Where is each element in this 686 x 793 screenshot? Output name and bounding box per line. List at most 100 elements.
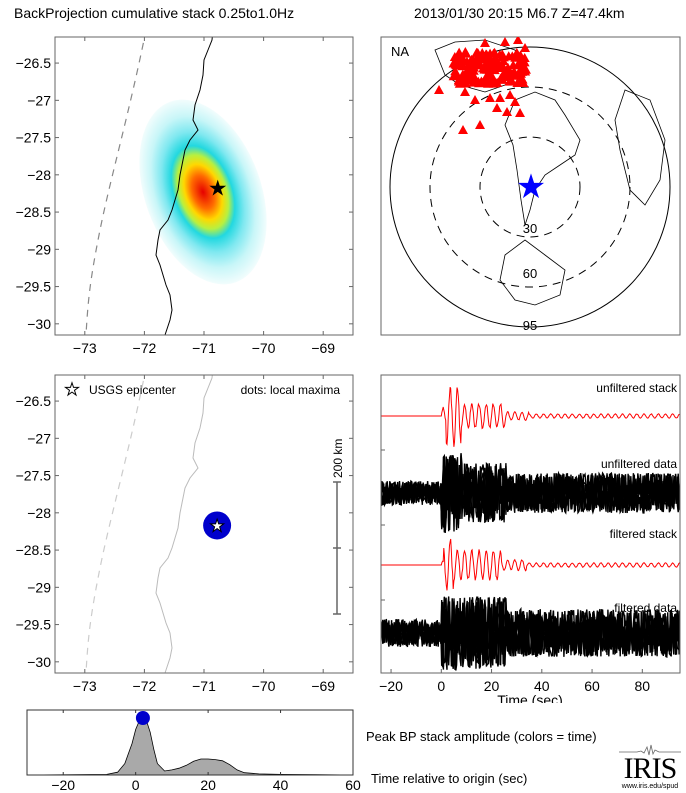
y-tick-label: −27.5 [16, 468, 52, 484]
station-marker [487, 63, 498, 73]
trace-label-filtered-stack: filtered stack [610, 527, 678, 541]
x-tick-label: −69 [311, 678, 335, 694]
station-marker [511, 47, 522, 57]
ring-60 [429, 86, 631, 288]
station-marker [492, 103, 502, 112]
y-tick-label: −29 [27, 579, 51, 595]
trace-label-filtered-data: filtered data [614, 601, 677, 615]
x-tick-label: 0 [437, 678, 445, 694]
ring-label-60: 60 [523, 266, 537, 281]
station-map: NA 30 60 95 ★ [380, 36, 681, 336]
station-marker [474, 78, 485, 88]
peak-amplitude-chart: −20 0 20 40 60 [26, 709, 361, 793]
epicenter-star-icon: ★ [209, 516, 224, 535]
legend-usgs-epicenter: USGS epicenter [89, 383, 176, 397]
y-tick-label: −28.5 [16, 542, 52, 558]
y-tick-label: −27.5 [16, 130, 52, 146]
south-america-coast [504, 91, 581, 226]
x-tick-label: −20 [379, 678, 403, 694]
station-marker [470, 95, 480, 104]
station-marker [457, 75, 468, 85]
station-marker [500, 37, 510, 46]
station-marker [480, 38, 490, 47]
y-tick-label: −29.5 [16, 279, 52, 295]
bp-cumulative-map: −73 −72 −71 −70 −69 −26.5 −27 −27.5 −28 −28.5 −29 −… [16, 36, 354, 356]
x-tick-label: 0 [132, 777, 140, 793]
station-marker [515, 108, 525, 117]
peak-amplitude-label: Peak BP stack amplitude (colors = time) [366, 729, 597, 744]
filtered-data-trace [381, 597, 680, 669]
station-marker [504, 76, 515, 86]
station-marker [460, 87, 470, 96]
x-tick-label: 20 [200, 777, 216, 793]
station-marker [475, 120, 485, 129]
scale-bar: 200 km [331, 439, 345, 615]
x-tick-label: −71 [192, 340, 216, 356]
local-maxima-map: −73 −72 −71 −70 −69 −26.5 −27 −27.5 −28 −28.5 −29 −… [16, 374, 354, 694]
x-tick-label: −70 [252, 678, 276, 694]
iris-logo-text: IRIS [623, 752, 678, 785]
iris-logo-url: www.iris.edu/spud [621, 783, 679, 790]
legend-local-maxima: dots: local maxima [241, 383, 341, 397]
coastline [155, 37, 213, 335]
x-tick-label: −72 [133, 340, 157, 356]
station-marker [472, 52, 483, 62]
station-marker [457, 69, 468, 79]
filtered-stack-trace [381, 538, 680, 591]
station-marker [473, 57, 484, 67]
figure-title: BackProjection cumulative stack 0.25to1.… [14, 5, 295, 21]
x-tick-label: −69 [311, 340, 335, 356]
region-label: NA [391, 44, 409, 59]
x-tick-label: 60 [584, 678, 600, 694]
x-tick-label: −73 [73, 678, 97, 694]
y-tick-label: −28 [27, 167, 51, 183]
station-marker [493, 59, 504, 69]
legend-star-icon: ★ [64, 380, 79, 399]
station-marker [502, 62, 513, 72]
unfiltered-data-trace [381, 455, 680, 533]
station-marker [484, 56, 495, 66]
station-marker [492, 77, 503, 87]
bp-energy-blob [139, 99, 267, 285]
station-marker [495, 93, 505, 102]
station-marker [520, 43, 530, 52]
station-marker [510, 97, 520, 106]
y-tick-label: −26.5 [16, 393, 52, 409]
x-tick-label: 40 [273, 777, 289, 793]
epicenter-star-icon: ★ [516, 168, 546, 206]
peak-marker [135, 711, 150, 725]
local-maximum-dot [203, 511, 232, 540]
x-tick-label: −70 [252, 340, 276, 356]
africa-coast [614, 89, 666, 206]
iris-logo[interactable]: IRIS www.iris.edu/spud [617, 743, 683, 790]
seismogram-icon [619, 744, 681, 756]
station-marker [466, 63, 477, 73]
y-tick-label: −28.5 [16, 204, 52, 220]
amplitude-area [26, 717, 354, 776]
y-tick-label: −27 [27, 430, 51, 446]
trench-line [85, 37, 146, 335]
y-tick-label: −28 [27, 505, 51, 521]
x-tick-label: −72 [133, 678, 157, 694]
station-marker [514, 58, 525, 68]
antarctica-coast [499, 239, 566, 306]
scale-bar-label: 200 km [331, 439, 345, 478]
waveforms-chart: −20 0 20 40 60 80 unfiltered stack unfiltered… [379, 374, 681, 703]
ring-label-30: 30 [523, 221, 537, 236]
x-tick-label: 80 [635, 678, 651, 694]
x-tick-label: 40 [534, 678, 550, 694]
station-marker [502, 107, 512, 116]
y-tick-label: −30 [27, 654, 51, 670]
station-marker [451, 58, 462, 68]
unfiltered-stack-trace [381, 386, 680, 447]
trace-label-unfiltered-data: unfiltered data [601, 457, 677, 471]
coastline [155, 375, 213, 673]
y-tick-label: −29.5 [16, 617, 52, 633]
x-tick-label: −71 [192, 678, 216, 694]
station-marker [520, 66, 531, 76]
ring-30 [479, 136, 581, 238]
station-marker [490, 53, 501, 63]
station-marker [514, 77, 525, 87]
ring-label-95: 95 [523, 318, 537, 333]
x-tick-label: −20 [51, 777, 75, 793]
